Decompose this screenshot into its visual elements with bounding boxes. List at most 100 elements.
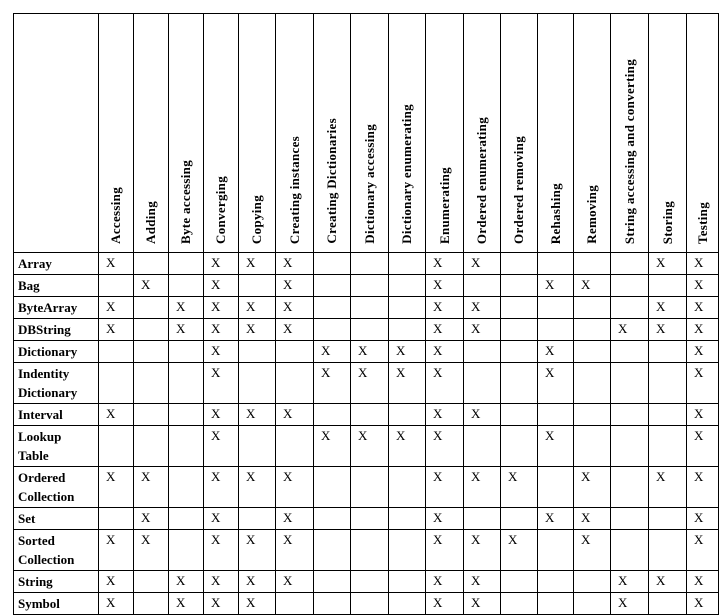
matrix-cell bbox=[610, 403, 649, 426]
row-label: Interval bbox=[13, 403, 99, 426]
matrix-cell bbox=[500, 340, 538, 363]
matrix-cell bbox=[238, 340, 276, 363]
matrix-cell bbox=[537, 296, 574, 319]
matrix-cell bbox=[168, 507, 204, 530]
matrix-cell bbox=[98, 507, 134, 530]
matrix-cell bbox=[537, 570, 574, 593]
matrix-cell: X bbox=[313, 425, 351, 467]
column-header-label: Accessing bbox=[108, 187, 123, 244]
matrix-cell: X bbox=[425, 425, 464, 467]
matrix-cell: X bbox=[686, 403, 719, 426]
column-header: Dictionary accessing bbox=[350, 13, 389, 253]
matrix-cell: X bbox=[686, 425, 719, 467]
matrix-cell bbox=[537, 318, 574, 341]
matrix-cell: X bbox=[98, 529, 134, 571]
row-label: DBString bbox=[13, 318, 99, 341]
matrix-cell bbox=[610, 529, 649, 571]
matrix-cell bbox=[500, 592, 538, 615]
column-header: Copying bbox=[238, 13, 276, 253]
matrix-cell: X bbox=[537, 340, 574, 363]
matrix-cell: X bbox=[537, 507, 574, 530]
matrix-cell: X bbox=[500, 529, 538, 571]
matrix-cell bbox=[500, 296, 538, 319]
matrix-cell bbox=[313, 296, 351, 319]
matrix-cell bbox=[500, 318, 538, 341]
matrix-cell: X bbox=[350, 340, 389, 363]
matrix-cell: X bbox=[203, 529, 239, 571]
column-header-label: Ordered enumerating bbox=[474, 116, 489, 244]
matrix-cell: X bbox=[425, 570, 464, 593]
column-header: Byte accessing bbox=[168, 13, 204, 253]
table-row: String X X X X X X X X X X bbox=[13, 570, 719, 593]
matrix-cell: X bbox=[275, 529, 314, 571]
matrix-cell bbox=[500, 507, 538, 530]
column-header-label: Copying bbox=[249, 194, 264, 244]
column-header-label: String accessing and converting bbox=[621, 58, 637, 244]
column-header: Testing bbox=[686, 13, 719, 253]
matrix-cell bbox=[648, 274, 687, 297]
row-label: ByteArray bbox=[13, 296, 99, 319]
table-row: Ordered Collection X X X X X X X X X X X bbox=[13, 466, 719, 508]
column-header-label: Dictionary accessing bbox=[361, 124, 377, 244]
matrix-cell bbox=[313, 570, 351, 593]
matrix-cell bbox=[463, 274, 501, 297]
matrix-cell bbox=[648, 529, 687, 571]
matrix-cell: X bbox=[203, 318, 239, 341]
matrix-cell: X bbox=[573, 529, 611, 571]
feature-matrix-table: Accessing Adding Byte accessing Converging C… bbox=[13, 13, 719, 615]
matrix-cell bbox=[388, 403, 426, 426]
matrix-cell: X bbox=[238, 529, 276, 571]
matrix-cell bbox=[463, 507, 501, 530]
matrix-cell: X bbox=[98, 592, 134, 615]
matrix-cell: X bbox=[686, 570, 719, 593]
matrix-cell: X bbox=[203, 466, 239, 508]
matrix-cell: X bbox=[203, 403, 239, 426]
matrix-cell bbox=[350, 507, 389, 530]
matrix-cell: X bbox=[463, 592, 501, 615]
column-header: Removing bbox=[573, 13, 611, 253]
matrix-cell: X bbox=[686, 529, 719, 571]
matrix-cell: X bbox=[425, 252, 464, 275]
matrix-cell: X bbox=[168, 318, 204, 341]
matrix-cell: X bbox=[573, 274, 611, 297]
matrix-cell: X bbox=[313, 340, 351, 363]
matrix-cell bbox=[133, 425, 169, 467]
column-header-label: Adding bbox=[143, 201, 158, 244]
matrix-cell: X bbox=[686, 296, 719, 319]
matrix-cell bbox=[98, 362, 134, 404]
matrix-cell: X bbox=[425, 340, 464, 363]
column-header: Rehashing bbox=[537, 13, 574, 253]
matrix-cell bbox=[313, 403, 351, 426]
matrix-cell bbox=[388, 466, 426, 508]
matrix-cell: X bbox=[425, 403, 464, 426]
column-header: Dictionary enumerating bbox=[388, 13, 426, 253]
matrix-cell bbox=[275, 340, 314, 363]
row-label: Ordered Collection bbox=[13, 466, 99, 508]
matrix-cell bbox=[133, 340, 169, 363]
matrix-cell: X bbox=[98, 466, 134, 508]
matrix-cell: X bbox=[238, 466, 276, 508]
matrix-cell bbox=[275, 425, 314, 467]
matrix-cell bbox=[537, 466, 574, 508]
column-header-label: Storing bbox=[659, 200, 675, 244]
matrix-cell: X bbox=[537, 274, 574, 297]
matrix-cell bbox=[537, 252, 574, 275]
matrix-cell bbox=[133, 570, 169, 593]
matrix-cell: X bbox=[425, 318, 464, 341]
matrix-cell: X bbox=[203, 362, 239, 404]
matrix-cell: X bbox=[388, 340, 426, 363]
matrix-cell bbox=[133, 403, 169, 426]
matrix-cell: X bbox=[686, 507, 719, 530]
matrix-cell: X bbox=[168, 570, 204, 593]
matrix-cell: X bbox=[686, 362, 719, 404]
column-header-label: Testing bbox=[694, 201, 710, 244]
column-header: Creating instances bbox=[275, 13, 314, 253]
table-row: Bag X X X X X X X bbox=[13, 274, 719, 297]
matrix-cell bbox=[313, 529, 351, 571]
matrix-cell bbox=[388, 252, 426, 275]
matrix-cell bbox=[537, 592, 574, 615]
matrix-cell: X bbox=[463, 529, 501, 571]
matrix-cell bbox=[500, 362, 538, 404]
matrix-cell: X bbox=[98, 296, 134, 319]
matrix-cell bbox=[573, 592, 611, 615]
